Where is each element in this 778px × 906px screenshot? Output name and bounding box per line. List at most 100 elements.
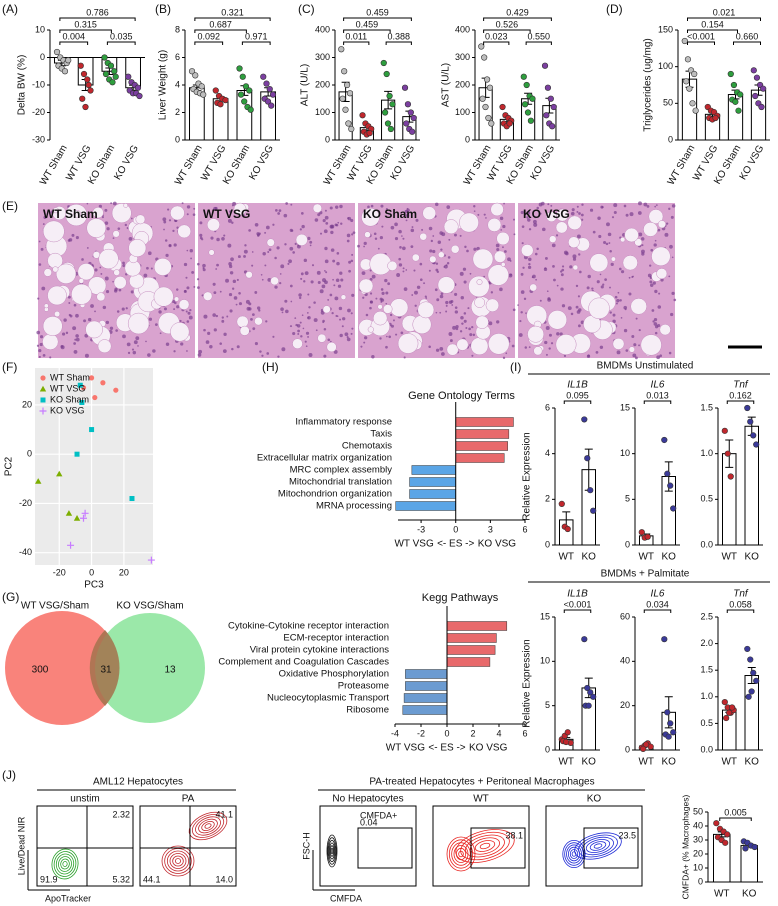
fat-droplet xyxy=(43,268,52,277)
panel-label: (I) xyxy=(510,360,521,374)
nucleus xyxy=(337,221,340,224)
nucleus xyxy=(502,246,504,249)
nucleus xyxy=(609,311,612,314)
nucleus xyxy=(311,264,315,267)
nucleus xyxy=(548,333,552,337)
nucleus xyxy=(538,202,543,207)
nucleus xyxy=(401,235,403,237)
fat-droplet xyxy=(42,220,65,243)
nucleus xyxy=(279,281,282,285)
bar xyxy=(744,675,759,751)
nucleus xyxy=(317,213,321,217)
fat-droplet xyxy=(73,210,82,218)
nucleus xyxy=(215,314,219,318)
nucleus xyxy=(521,242,524,245)
contour xyxy=(195,816,221,836)
nucleus xyxy=(565,251,569,256)
nucleus xyxy=(315,329,318,332)
bar xyxy=(740,845,758,883)
fat-droplet xyxy=(412,315,432,335)
nucleus xyxy=(231,204,234,207)
fat-droplet xyxy=(123,203,129,208)
nucleus xyxy=(659,354,663,358)
data-point xyxy=(640,745,647,752)
gate-label: CMFDA+ xyxy=(360,810,397,820)
fat-droplet xyxy=(555,221,568,234)
nucleus xyxy=(81,258,84,261)
nucleus xyxy=(552,265,555,268)
nucleus xyxy=(272,223,275,226)
gate xyxy=(470,827,526,869)
nucleus xyxy=(425,297,428,299)
data-point xyxy=(263,80,270,87)
data-point xyxy=(748,688,755,695)
nucleus xyxy=(42,354,46,357)
fat-droplet xyxy=(533,346,543,356)
nucleus xyxy=(445,304,448,307)
gate-value: 2.32 xyxy=(112,809,130,819)
category-label: Nucleocytoplasmic Transport xyxy=(267,693,389,704)
comparison-bracket xyxy=(483,17,552,21)
nucleus xyxy=(267,251,270,253)
fat-droplet xyxy=(589,253,609,273)
nucleus xyxy=(231,347,234,351)
comparison-bracket xyxy=(343,29,391,33)
nucleus xyxy=(221,237,225,241)
p-value: 0.011 xyxy=(345,31,367,41)
y-tick-label: 0 xyxy=(40,52,45,62)
fat-droplet xyxy=(292,338,303,349)
nucleus xyxy=(319,289,324,294)
nucleus xyxy=(338,306,343,311)
nucleus xyxy=(346,239,350,243)
p-value: 0.687 xyxy=(209,19,232,29)
x-tick-label: 6 xyxy=(522,728,527,738)
nucleus xyxy=(243,255,246,258)
nucleus xyxy=(104,221,109,225)
nucleus xyxy=(535,278,537,281)
nucleus xyxy=(653,322,658,326)
nucleus xyxy=(464,245,467,249)
y-tick-label: 8 xyxy=(175,24,180,34)
fat-droplet xyxy=(387,260,398,271)
nucleus xyxy=(649,283,654,287)
data-point xyxy=(188,68,196,75)
fat-droplet xyxy=(203,291,213,301)
panel-label: (B) xyxy=(155,2,171,16)
nucleus xyxy=(331,311,334,315)
fat-droplet xyxy=(568,236,580,249)
nucleus xyxy=(432,249,436,254)
y-tick-label: 400 xyxy=(455,24,470,34)
nucleus xyxy=(423,282,426,285)
p-value: <0.001 xyxy=(564,599,592,609)
nucleus xyxy=(658,292,661,295)
legend-marker xyxy=(39,385,47,392)
nucleus xyxy=(339,333,343,338)
y-tick-label: 2.5 xyxy=(700,611,713,621)
x-tick-label: 3 xyxy=(488,524,493,534)
contour xyxy=(474,840,496,852)
data-point xyxy=(643,741,650,748)
nucleus xyxy=(447,256,451,259)
nucleus xyxy=(410,228,415,233)
nucleus xyxy=(334,296,339,301)
nucleus xyxy=(172,229,175,233)
fat-droplet xyxy=(443,219,459,235)
data-point xyxy=(737,91,744,98)
y-axis-label: Relative Expression xyxy=(522,432,533,520)
venn-set xyxy=(5,611,119,725)
nucleus xyxy=(212,282,216,286)
p-value: 0.154 xyxy=(701,19,724,29)
data-point xyxy=(35,478,42,484)
nucleus xyxy=(159,332,162,335)
nucleus xyxy=(283,213,288,218)
nucleus xyxy=(601,206,604,209)
nucleus xyxy=(641,249,645,254)
nucleus xyxy=(402,267,405,270)
nucleus xyxy=(664,232,669,237)
data-point xyxy=(73,515,81,521)
nucleus xyxy=(202,268,206,272)
contour xyxy=(479,842,491,850)
nucleus xyxy=(186,320,190,323)
nucleus xyxy=(369,269,372,272)
nucleus xyxy=(469,272,472,275)
